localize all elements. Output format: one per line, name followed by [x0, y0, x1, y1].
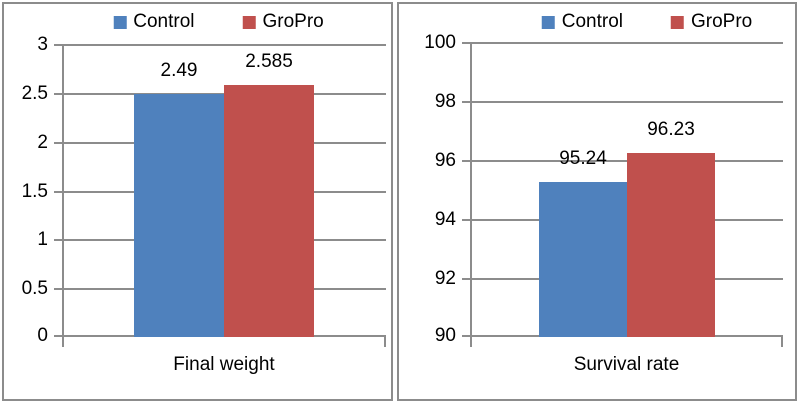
data-label-control: 2.49: [160, 60, 198, 81]
plot-area: 3 2.5 2 1.5 1 0.5 0 2.49 2.585: [22, 34, 386, 347]
y-axis-tick: [54, 142, 62, 144]
legend-item-gropro: GroPro: [671, 11, 752, 33]
y-axis-tick: [462, 160, 470, 162]
legend-swatch-icon: [113, 15, 127, 29]
y-axis-tick-label: 96: [434, 150, 456, 171]
y-axis-tick-label: 2: [37, 132, 48, 153]
y-axis-tick: [54, 44, 62, 46]
bar-control: [134, 94, 224, 337]
chart-panel-final-weight: Control GroPro 3 2.5 2 1.5 1 0.5 0 2.49 2.585 Fin…: [2, 2, 393, 401]
legend-item-control: Control: [113, 11, 195, 33]
y-axis-tick-label: 1: [37, 229, 48, 250]
y-axis-tick-label: 92: [434, 268, 456, 289]
y-axis-tick: [54, 335, 62, 337]
y-axis-tick-label: 100: [424, 32, 456, 53]
x-axis-tick: [384, 337, 386, 347]
y-axis-tick-label: 1.5: [21, 181, 48, 202]
x-axis-tick: [470, 337, 472, 347]
legend-item-control: Control: [541, 11, 623, 33]
bar-gropro: [627, 153, 715, 337]
gridline: [470, 42, 783, 44]
x-axis-tick: [62, 337, 64, 347]
chart-legend: Control GroPro: [113, 11, 324, 33]
y-axis-tick: [54, 93, 62, 95]
y-axis-tick-label: 0: [37, 325, 48, 346]
y-axis-tick-label: 0.5: [21, 278, 48, 299]
gridline: [62, 44, 386, 46]
data-label-gropro: 2.585: [245, 51, 293, 72]
y-axis-tick: [462, 101, 470, 103]
legend-item-gropro: GroPro: [242, 11, 324, 33]
legend-swatch-icon: [671, 15, 684, 29]
y-axis-tick: [54, 239, 62, 241]
x-axis-tick: [781, 337, 783, 347]
category-axis-label: Survival rate: [573, 354, 680, 375]
y-axis-tick-label: 90: [434, 325, 456, 346]
y-axis-tick-label: 94: [434, 209, 456, 230]
y-axis-tick: [54, 191, 62, 193]
y-axis-line: [470, 42, 472, 337]
y-axis-tick: [462, 42, 470, 44]
y-axis-line: [62, 44, 64, 337]
category-axis-label: Final weight: [173, 354, 275, 375]
legend-swatch-icon: [242, 15, 256, 29]
legend-label: GroPro: [691, 11, 753, 32]
plot-area: 100 98 96 94 92 90 95.24 96.23: [424, 32, 783, 347]
data-label-control: 95.24: [559, 148, 607, 169]
chart-panel-survival-rate: Control GroPro 100 98 96 94 92 90 95.24 96.23 Su…: [397, 2, 797, 401]
legend-label: GroPro: [262, 11, 324, 32]
y-axis-tick-label: 2.5: [21, 83, 48, 104]
data-label-gropro: 96.23: [647, 119, 695, 140]
legend-label: Control: [133, 11, 195, 32]
y-axis-tick: [462, 219, 470, 221]
bar-control: [539, 182, 627, 337]
y-axis-tick: [462, 278, 470, 280]
legend-swatch-icon: [541, 15, 555, 29]
y-axis-tick-label: 98: [434, 91, 456, 112]
chart-legend: Control GroPro: [541, 11, 752, 33]
legend-label: Control: [561, 11, 623, 32]
y-axis-tick: [462, 335, 470, 337]
y-axis-tick: [54, 288, 62, 290]
bar-gropro: [224, 85, 314, 337]
y-axis-tick-label: 3: [37, 34, 48, 55]
gridline: [470, 160, 783, 162]
gridline: [470, 101, 783, 103]
